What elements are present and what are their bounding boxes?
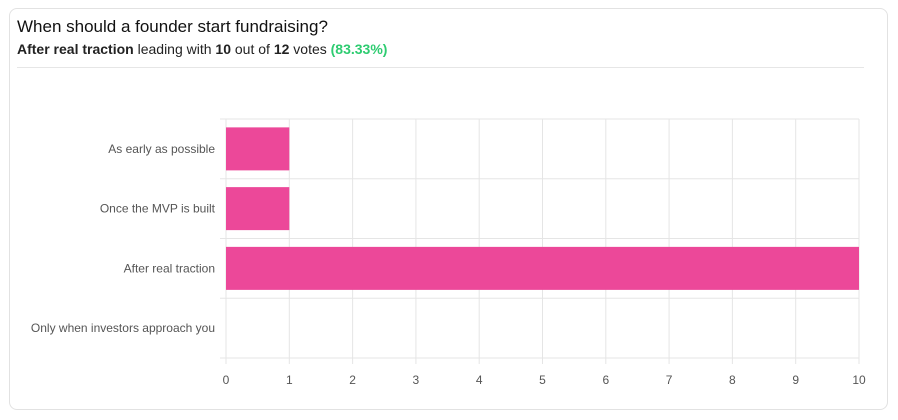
category-label: As early as possible: [108, 142, 215, 156]
bar-2: [226, 187, 290, 231]
x-tick-label: 3: [413, 373, 420, 387]
total-vote-count: 12: [273, 41, 290, 57]
header-divider: [17, 67, 864, 68]
x-tick-label: 8: [729, 373, 736, 387]
category-label: Only when investors approach you: [31, 321, 215, 335]
poll-results-card: [9, 8, 888, 410]
x-tick-label: 2: [349, 373, 356, 387]
x-tick-label: 9: [792, 373, 799, 387]
poll-summary: After real traction leading with 10 out …: [17, 41, 387, 57]
x-tick-label: 7: [666, 373, 673, 387]
leader-vote-count: 10: [215, 41, 231, 57]
leading-option: After real traction: [17, 41, 134, 57]
x-tick-label: 1: [286, 373, 293, 387]
x-tick-label: 0: [223, 373, 230, 387]
leader-percentage: (83.33%): [330, 41, 388, 57]
category-label: Once the MVP is built: [100, 202, 216, 216]
bar-1: [226, 127, 290, 171]
votes-text: votes: [293, 41, 327, 57]
x-tick-label: 5: [539, 373, 546, 387]
category-label: After real traction: [124, 261, 215, 275]
bar-3: [226, 246, 859, 290]
x-tick-label: 10: [852, 373, 866, 387]
out-of-text: out of: [234, 41, 270, 57]
poll-question-title: When should a founder start fundraising?: [17, 17, 328, 36]
x-tick-label: 6: [602, 373, 609, 387]
leading-with-text: leading with: [137, 41, 212, 57]
x-tick-label: 4: [476, 373, 483, 387]
